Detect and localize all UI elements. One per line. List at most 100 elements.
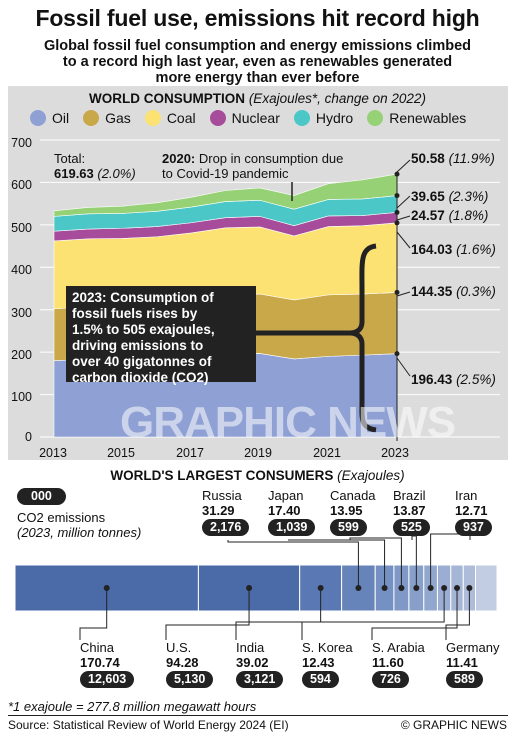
end-label-value: 196.43: [411, 372, 453, 387]
chart-panel: [8, 86, 508, 460]
country-value: 12.71: [455, 503, 488, 518]
covid-note-line2: to Covid-19 pandemic: [162, 166, 289, 181]
covid-note: 2020: Drop in consumption due to Covid-1…: [162, 151, 343, 181]
end-label-gas: 144.35 (0.3%): [411, 284, 496, 299]
legend-label: Renewables: [389, 110, 467, 126]
bar-segment-us: [197, 564, 301, 612]
country-name: Brazil: [393, 488, 426, 503]
end-label-renewables: 50.58 (11.9%): [411, 151, 495, 166]
leader-skorea: [301, 588, 445, 640]
end-label-value: 50.58: [411, 151, 445, 166]
legend-swatch: [209, 110, 226, 126]
bar-dot-sarabia: [454, 585, 461, 591]
country-name: S. Arabia: [372, 640, 425, 655]
leader-japan: [288, 539, 386, 588]
x-tick-label: 2015: [107, 446, 135, 460]
credit: © GRAPHIC NEWS: [400, 718, 507, 732]
box-line: fossil fuels rises by: [72, 306, 198, 321]
country-value: 11.60: [372, 655, 404, 670]
x-tick-label: 2023: [381, 446, 409, 460]
box-line: driving emissions to: [72, 338, 204, 353]
country-value: 13.95: [330, 503, 363, 518]
leader-china: [79, 588, 108, 640]
country-name: Iran: [455, 488, 478, 503]
bar-segment-brazil: [408, 564, 425, 612]
legend-label: Oil: [52, 110, 70, 126]
co2-pill: 589: [446, 671, 483, 688]
country-value: 39.02: [236, 655, 269, 670]
legend-swatch: [144, 110, 161, 126]
legend-item-oil: Oil: [30, 110, 69, 126]
co2-pill: 5,130: [166, 671, 214, 688]
key-text: CO2 emissions: [17, 510, 106, 525]
bar-dot-skorea: [441, 585, 448, 591]
covid-note-year: 2020:: [162, 151, 196, 166]
country-brazil: Brazil 13.87 525: [393, 488, 430, 536]
y-tick-label: 200: [11, 348, 32, 362]
country-value: 12.43: [302, 655, 335, 670]
country-value: 170.74: [80, 655, 120, 670]
co2-pill: 937: [455, 519, 492, 536]
legend-swatch: [30, 110, 46, 126]
co2-pill: 594: [302, 671, 339, 688]
leader-canada: [349, 537, 402, 588]
total-value: 619.63: [54, 166, 94, 181]
country-name: Japan: [268, 488, 304, 503]
subtitle-line: more energy than ever before: [155, 70, 360, 86]
leader-sarabia: [371, 588, 458, 640]
end-label-change: (2.5%): [456, 372, 496, 387]
country-name: U.S.: [166, 640, 192, 655]
country-japan: Japan 17.40 1,039: [268, 488, 316, 536]
bar-segment-other: [475, 564, 498, 612]
total-note: Total: 619.63 (2.0%): [54, 151, 136, 181]
bar-segment-china: [14, 564, 199, 612]
chart-legend: Oil Gas Coal Nuclear Hydro Renewables: [30, 110, 480, 126]
co2-pill: 726: [372, 671, 409, 688]
y-tick-label: 500: [11, 221, 32, 235]
co2-key: 000 CO2 emissions (2023, million tonnes): [17, 487, 141, 540]
covid-note-line: 2020: Drop in consumption due: [162, 151, 343, 166]
country-name: Canada: [330, 488, 376, 503]
y-tick-label: 0: [25, 430, 32, 444]
country-skorea: S. Korea 12.43 594: [302, 640, 353, 688]
leader-russia: [227, 540, 359, 588]
y-tick-label: 300: [11, 306, 32, 320]
co2-pill: 1,039: [268, 519, 316, 536]
end-label-change: (0.3%): [456, 284, 496, 299]
page-subtitle: Global fossil fuel consumption and energ…: [0, 38, 515, 86]
box-line: carbon dioxide (CO2): [72, 370, 209, 385]
footer-divider: [8, 715, 508, 716]
legend-label: Nuclear: [231, 110, 280, 126]
legend-label: Hydro: [315, 110, 354, 126]
legend-swatch: [83, 110, 100, 126]
bar-segment-iran: [423, 564, 438, 612]
country-name: S. Korea: [302, 640, 353, 655]
country-name: Germany: [446, 640, 500, 655]
bar-dot-germany: [466, 585, 473, 591]
end-label-value: 144.35: [411, 284, 453, 299]
bar-dot-brazil: [413, 585, 420, 591]
country-russia: Russia 31.29 2,176: [202, 488, 250, 536]
country-name: India: [236, 640, 265, 655]
legend-item-gas: Gas: [83, 110, 131, 126]
leader-iran: [430, 533, 471, 588]
country-germany: Germany 11.41 589: [446, 640, 499, 688]
bar-dot-japan: [381, 585, 388, 591]
country-value: 31.29: [202, 503, 235, 518]
x-tick-label: 2019: [244, 446, 272, 460]
bar-dot-india: [317, 585, 324, 591]
x-tick-label: 2017: [176, 446, 204, 460]
y-tick-label: 100: [11, 390, 32, 404]
country-china: China 170.74 12,603: [80, 640, 135, 688]
co2-pill: 3,121: [236, 671, 284, 688]
end-label-change: (2.3%): [448, 189, 489, 204]
end-label-value: 39.65: [411, 189, 445, 204]
end-label-nuclear: 24.57 (1.8%): [411, 208, 488, 223]
bar-segment-canada: [393, 564, 410, 612]
country-iran: Iran 12.71 937: [455, 488, 492, 536]
footnote: *1 exajoule = 277.8 million megawatt hou…: [8, 699, 257, 714]
box-line: 1.5% to 505 exajoules,: [72, 322, 215, 337]
end-label-hydro: 39.65 (2.3%): [411, 189, 488, 204]
bar-segment-russia: [341, 564, 376, 612]
end-label-oil: 196.43 (2.5%): [411, 372, 496, 387]
